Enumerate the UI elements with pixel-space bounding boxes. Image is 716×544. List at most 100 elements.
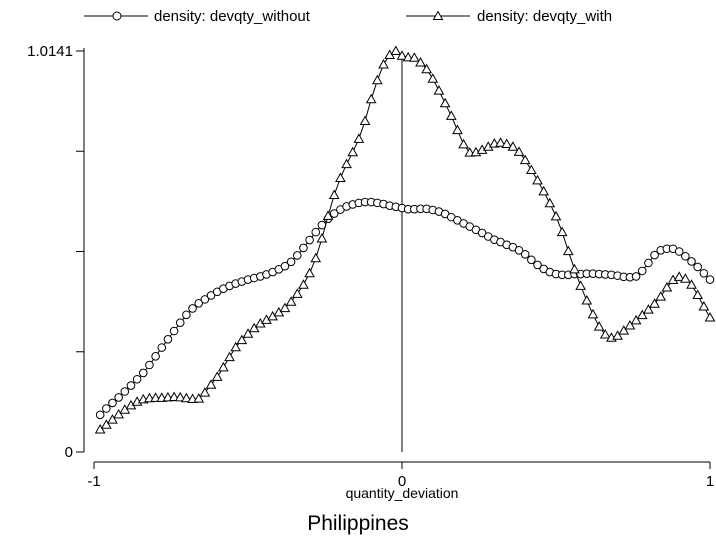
data-point-triangle xyxy=(649,298,660,308)
data-point-circle xyxy=(527,255,536,265)
x-tick-label: -1 xyxy=(87,473,100,490)
data-point-triangle xyxy=(193,393,205,403)
series-layer xyxy=(94,45,716,434)
data-point-triangle xyxy=(199,387,211,397)
data-point-triangle xyxy=(427,73,439,83)
data-point-circle xyxy=(520,249,530,259)
y-tick-label: 1.0141 xyxy=(27,43,73,60)
data-point-triangle xyxy=(686,279,697,289)
data-point-circle xyxy=(644,258,653,268)
data-point-circle xyxy=(126,381,136,390)
data-point-triangle xyxy=(587,308,599,319)
chart-title: Philippines xyxy=(307,512,409,535)
data-point-triangle xyxy=(248,322,260,333)
data-point-circle xyxy=(687,257,696,266)
data-point-triangle xyxy=(205,379,217,389)
data-point-circle xyxy=(151,352,160,361)
data-point-triangle xyxy=(452,124,463,135)
legend-circle-marker-icon xyxy=(112,11,122,21)
data-point-triangle xyxy=(291,288,303,298)
legend-label-without: density: devqty_without xyxy=(154,8,311,25)
data-point-triangle xyxy=(328,189,340,199)
data-point-circle xyxy=(533,260,542,270)
x-axis-ticks: -1 0 1 xyxy=(87,462,714,490)
data-point-triangle xyxy=(618,325,630,335)
data-point-triangle xyxy=(544,197,556,208)
data-point-circle xyxy=(175,318,185,327)
data-point-triangle xyxy=(495,137,506,147)
data-point-triangle xyxy=(365,93,377,104)
data-point-circle xyxy=(292,251,302,260)
data-point-triangle xyxy=(218,361,229,372)
data-point-circle xyxy=(311,227,321,237)
data-point-triangle xyxy=(636,309,648,320)
data-point-circle xyxy=(163,335,173,344)
legend-label-with: density: devqty_with xyxy=(477,8,612,25)
data-point-triangle xyxy=(402,51,414,62)
data-point-triangle xyxy=(310,252,322,263)
data-point-triangle xyxy=(433,85,445,95)
data-point-triangle xyxy=(174,391,186,402)
x-tick-label: 0 xyxy=(398,473,406,490)
data-point-circle xyxy=(194,299,204,308)
data-point-triangle xyxy=(211,371,223,381)
data-point-circle xyxy=(120,387,130,396)
data-point-triangle xyxy=(599,329,611,339)
data-point-circle xyxy=(693,262,702,272)
data-point-triangle xyxy=(439,97,451,108)
data-point-circle xyxy=(157,343,167,352)
data-point-circle xyxy=(169,326,179,336)
data-point-triangle xyxy=(680,273,691,283)
data-point-circle xyxy=(631,272,641,281)
data-point-triangle xyxy=(94,423,106,434)
data-point-triangle xyxy=(421,63,432,74)
data-point-circle xyxy=(705,275,715,284)
data-point-triangle xyxy=(655,291,667,301)
data-point-triangle xyxy=(519,154,531,165)
data-point-triangle xyxy=(341,158,352,169)
data-point-triangle xyxy=(347,146,359,157)
data-point-triangle xyxy=(569,263,580,274)
data-point-triangle xyxy=(661,281,673,292)
series-line xyxy=(99,50,711,430)
data-point-circle xyxy=(514,246,524,255)
data-point-triangle xyxy=(692,289,704,300)
data-point-circle xyxy=(699,268,709,278)
data-point-triangle xyxy=(279,302,291,313)
data-point-circle xyxy=(182,310,191,320)
series-with xyxy=(94,45,716,434)
data-point-triangle xyxy=(359,115,371,126)
data-point-triangle xyxy=(408,52,420,62)
data-point-circle xyxy=(637,266,647,276)
data-point-triangle xyxy=(458,138,469,149)
data-point-triangle xyxy=(698,300,710,311)
x-tick-label: 1 xyxy=(706,473,714,490)
data-point-triangle xyxy=(550,210,562,221)
data-point-circle xyxy=(286,257,296,267)
data-point-triangle xyxy=(612,330,623,340)
data-point-triangle xyxy=(704,312,716,322)
data-point-triangle xyxy=(100,419,112,429)
legend-triangle-marker-icon xyxy=(432,10,444,20)
data-point-triangle xyxy=(322,210,334,220)
data-point-triangle xyxy=(181,392,192,403)
data-point-circle xyxy=(102,404,111,413)
data-point-circle xyxy=(280,261,290,271)
data-point-circle xyxy=(305,235,314,245)
data-point-triangle xyxy=(335,172,346,182)
data-point-circle xyxy=(108,398,117,408)
data-point-triangle xyxy=(513,146,525,156)
data-point-triangle xyxy=(445,110,457,120)
data-point-triangle xyxy=(113,408,124,419)
data-point-triangle xyxy=(507,141,519,151)
data-point-circle xyxy=(138,368,148,378)
data-point-circle xyxy=(681,251,690,261)
data-point-triangle xyxy=(304,267,315,278)
data-point-triangle xyxy=(624,319,636,330)
data-point-circle xyxy=(200,295,210,304)
data-point-triangle xyxy=(224,351,235,362)
y-axis-ticks: 0 1.0141 xyxy=(27,43,84,461)
data-point-triangle xyxy=(556,226,568,237)
